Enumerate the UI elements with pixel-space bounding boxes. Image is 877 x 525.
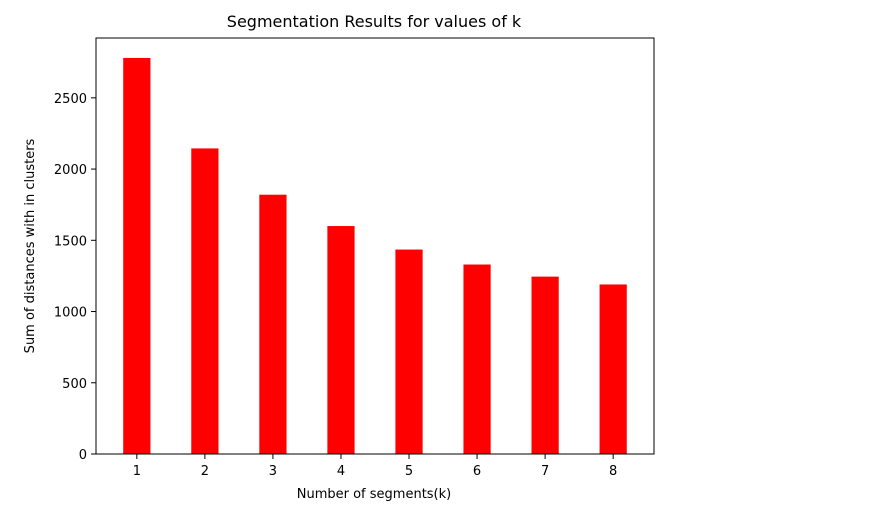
bars-group <box>123 57 627 454</box>
bar-8 <box>599 284 627 454</box>
y-axis-label: Sum of distances with in clusters <box>23 138 38 353</box>
x-tick-label-5: 5 <box>405 464 413 479</box>
bar-3 <box>259 194 287 454</box>
x-tick-label-1: 1 <box>133 464 141 479</box>
bar-2 <box>191 148 219 454</box>
x-tick-label-6: 6 <box>473 464 481 479</box>
y-tick-label-1500: 1500 <box>54 234 87 249</box>
y-tick-label-500: 500 <box>62 377 87 392</box>
y-tick-label-0: 0 <box>79 448 87 463</box>
x-tick-label-4: 4 <box>337 464 345 479</box>
bar-5 <box>395 249 423 454</box>
x-tick-label-3: 3 <box>269 464 277 479</box>
x-axis-ticks: 1 2 3 4 5 6 7 8 <box>133 454 617 479</box>
y-tick-label-2000: 2000 <box>54 163 87 178</box>
bar-7 <box>531 276 559 454</box>
y-tick-label-2500: 2500 <box>54 92 87 107</box>
chart-title: Segmentation Results for values of k <box>227 12 522 31</box>
bar-6 <box>463 264 491 454</box>
x-tick-label-2: 2 <box>201 464 209 479</box>
x-tick-label-8: 8 <box>609 464 617 479</box>
bar-1 <box>123 57 151 454</box>
x-axis-label: Number of segments(k) <box>297 487 451 502</box>
bar-4 <box>327 226 355 454</box>
plot-frame <box>95 37 655 455</box>
x-tick-label-7: 7 <box>541 464 549 479</box>
y-tick-label-1000: 1000 <box>54 306 87 321</box>
y-axis-ticks: 0 500 1000 1500 2000 2500 <box>54 92 96 463</box>
